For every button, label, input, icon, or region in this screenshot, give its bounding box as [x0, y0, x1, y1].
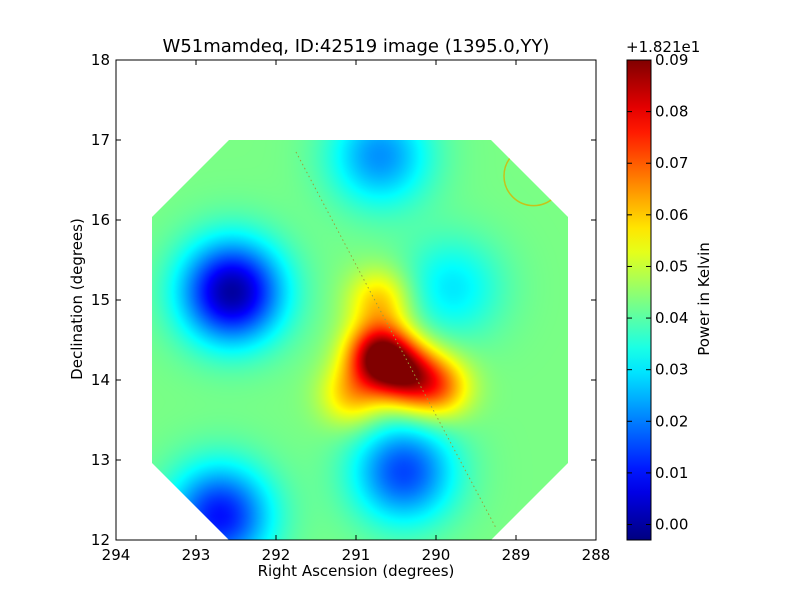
colorbar-tick-label: 0.09 — [655, 51, 688, 69]
y-tick-label: 12 — [91, 531, 110, 549]
heatmap-image — [152, 140, 568, 540]
colorbar-tick-label: 0.06 — [655, 206, 688, 224]
y-axis-label: Declination (degrees) — [68, 218, 86, 380]
y-axis: 12 13 14 15 16 17 18 — [91, 51, 596, 549]
chart-title: W51mamdeq, ID:42519 image (1395.0,YY) — [163, 36, 550, 57]
colorbar-tick-label: 0.04 — [655, 309, 688, 327]
colorbar-offset-label: +1.821e1 — [626, 38, 700, 56]
x-tick-label: 293 — [182, 546, 211, 564]
y-tick-label: 15 — [91, 291, 110, 309]
x-tick-label: 288 — [582, 546, 611, 564]
colorbar-tick-label: 0.05 — [655, 257, 688, 275]
x-tick-label: 294 — [102, 546, 131, 564]
colorbar-tick-label: 0.00 — [655, 516, 688, 534]
x-tick-label: 292 — [262, 546, 291, 564]
y-tick-label: 14 — [91, 371, 110, 389]
colorbar-tick-label: 0.02 — [655, 412, 688, 430]
colorbar-tick-label: 0.08 — [655, 103, 688, 121]
colorbar-tick-label: 0.03 — [655, 361, 688, 379]
colorbar-tick-label: 0.01 — [655, 464, 688, 482]
galactic-plane-line — [295, 151, 497, 529]
heatmap-raster — [152, 140, 568, 540]
y-tick-label: 16 — [91, 211, 110, 229]
colorbar: 0.00 0.01 0.02 0.03 0.04 0.05 0.06 0.07 0.08 0.09… — [626, 38, 713, 541]
y-tick-label: 18 — [91, 51, 110, 69]
x-tick-label: 291 — [342, 546, 371, 564]
colorbar-label: Power in Kelvin — [695, 242, 713, 356]
x-tick-label: 290 — [422, 546, 451, 564]
y-tick-label: 13 — [91, 451, 110, 469]
colorbar-tick-label: 0.07 — [655, 154, 688, 172]
y-tick-label: 17 — [91, 131, 110, 149]
x-axis-label: Right Ascension (degrees) — [258, 562, 455, 580]
x-tick-label: 289 — [502, 546, 531, 564]
colorbar-ticks: 0.00 0.01 0.02 0.03 0.04 0.05 0.06 0.07 0.08 0.09 — [627, 51, 688, 534]
x-axis: 294 293 292 291 290 289 288 — [102, 60, 611, 564]
colorbar-gradient — [626, 59, 652, 541]
